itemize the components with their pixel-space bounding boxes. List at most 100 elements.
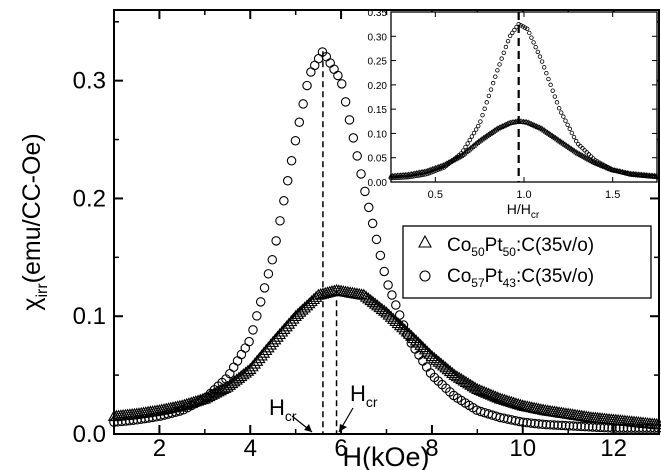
inset-point-circle — [433, 168, 438, 173]
data-point-circle — [371, 234, 382, 245]
inset-point-circle — [646, 174, 651, 179]
inset-point-circle — [486, 93, 492, 99]
data-point-triangle — [253, 351, 266, 364]
data-point-circle — [116, 416, 127, 427]
data-point-circle — [572, 421, 582, 431]
hcr-annotation-right: Hcr — [338, 381, 378, 433]
data-point-circle — [259, 283, 270, 293]
data-point-triangle — [405, 329, 418, 341]
inset-point-triangle — [471, 142, 477, 148]
inset-y-tick-label: 0.05 — [368, 154, 388, 165]
inset-x-tick-label: 0.5 — [428, 189, 443, 201]
data-point-circle — [263, 269, 274, 279]
y-tick-label: 0.0 — [73, 421, 106, 448]
inset-point-circle — [480, 112, 485, 118]
data-point-circle — [255, 297, 266, 307]
data-point-triangle — [459, 375, 473, 387]
hcr-arrowhead-right — [339, 424, 347, 432]
inset-point-circle — [537, 54, 543, 59]
data-point-circle — [391, 300, 401, 310]
inset-chart: 0.5 1.0 1.5 0.00 0.05 0.10 0.15 0.20 0.25 0.30 0.3… — [368, 8, 660, 221]
inset-point-circle — [429, 170, 434, 175]
inset-point-circle — [629, 172, 634, 178]
data-point-circle — [514, 416, 525, 427]
inset-point-circle — [473, 127, 479, 132]
data-point-triangle — [393, 318, 407, 331]
inset-point-circle — [476, 123, 481, 129]
inset-y-tick-label: 0.25 — [368, 57, 388, 68]
data-point-triangle — [439, 361, 452, 373]
data-point-circle — [228, 362, 239, 373]
data-point-circle — [337, 79, 347, 89]
inset-point-circle — [420, 172, 426, 178]
data-point-circle — [387, 290, 397, 300]
inset-point-circle — [633, 172, 638, 178]
inset-point-circle — [556, 105, 562, 111]
inset-point-triangle — [469, 143, 476, 149]
inset-point-circle — [424, 171, 430, 177]
data-point-circle — [302, 80, 312, 91]
hcr-arrowhead-left — [304, 424, 312, 432]
data-point-circle — [290, 135, 301, 146]
data-point-circle — [267, 255, 278, 265]
data-point-circle — [522, 417, 532, 428]
data-point-circle — [275, 216, 285, 226]
data-point-circle — [603, 423, 613, 433]
data-point-circle — [595, 422, 606, 433]
data-point-triangle — [448, 368, 461, 380]
data-point-circle — [641, 423, 652, 433]
inset-point-circle — [546, 76, 551, 82]
y-tick-label: 0.3 — [73, 68, 106, 95]
data-point-circle — [537, 419, 548, 430]
inset-point-circle — [439, 166, 445, 171]
inset-x-tick-label: 1.5 — [605, 189, 620, 201]
inset-point-circle — [569, 130, 575, 136]
inset-point-circle — [493, 74, 498, 79]
data-point-circle — [587, 422, 598, 432]
inset-point-circle — [531, 40, 536, 45]
data-point-circle — [564, 421, 575, 431]
legend: Co50Pt50:C(35v/o) Co57Pt43:C(35v/o) — [402, 225, 652, 299]
inset-point-circle — [603, 163, 609, 169]
data-point-triangle — [443, 364, 457, 377]
inset-point-circle — [527, 30, 532, 36]
x-tick-label: 10 — [509, 435, 536, 462]
inset-tick-labels: 0.5 1.0 1.5 0.00 0.05 0.10 0.15 0.20 0.25 0.30 0.3… — [368, 8, 621, 201]
inset-point-circle — [484, 100, 489, 105]
inset-point-circle — [612, 168, 617, 173]
inset-point-circle — [393, 175, 398, 181]
inset-point-circle — [544, 70, 549, 76]
data-point-circle — [329, 64, 339, 75]
data-point-triangle — [427, 351, 441, 363]
inset-point-circle — [478, 119, 483, 124]
inset-x-axis-title: H/Hcr — [507, 201, 540, 221]
inset-point-circle — [512, 27, 517, 33]
data-point-circle — [248, 325, 258, 335]
inset-point-triangle — [464, 147, 471, 153]
data-point-triangle — [244, 362, 257, 375]
inset-point-circle — [397, 175, 402, 180]
data-point-circle — [630, 423, 640, 433]
data-point-triangle — [402, 327, 416, 339]
data-point-triangle — [455, 372, 468, 385]
inset-point-circle — [567, 126, 572, 132]
data-point-circle — [649, 423, 660, 433]
inset-point-circle — [524, 26, 530, 32]
data-point-circle — [421, 362, 432, 372]
data-point-circle — [232, 356, 243, 366]
data-point-circle — [383, 280, 393, 290]
data-point-circle — [591, 422, 602, 432]
inset-point-circle — [471, 130, 477, 136]
inset-point-circle — [431, 169, 436, 174]
inset-y-tick-label: 0.35 — [368, 8, 388, 19]
data-point-triangle — [250, 354, 264, 366]
inset-point-circle — [422, 172, 428, 177]
data-point-circle — [560, 420, 571, 431]
data-point-triangle — [382, 308, 395, 320]
data-point-circle — [352, 151, 362, 161]
data-point-circle — [271, 236, 281, 246]
inset-point-circle — [416, 173, 421, 178]
data-point-circle — [136, 414, 146, 424]
data-point-circle — [294, 117, 305, 128]
data-point-triangle — [430, 353, 443, 365]
